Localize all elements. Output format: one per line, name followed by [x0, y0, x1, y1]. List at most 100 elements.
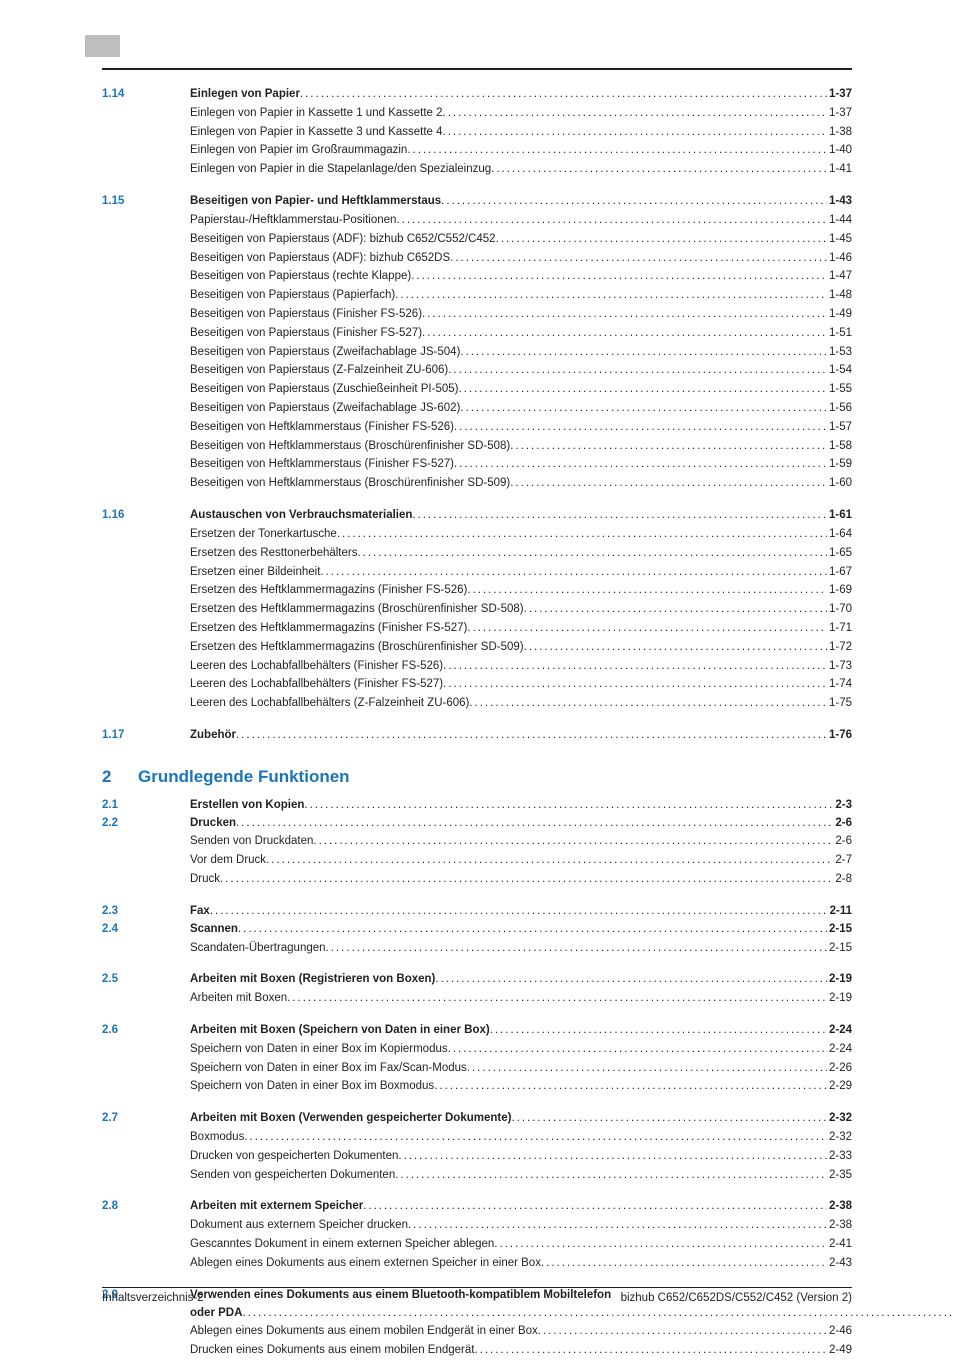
toc-title: Vor dem Druck — [190, 852, 266, 870]
toc-leader: ........................................… — [244, 1129, 827, 1147]
toc-page: 1-72 — [827, 639, 852, 657]
toc-title: Ablegen eines Dokuments aus einem extern… — [190, 1255, 541, 1273]
toc-leader: ........................................… — [510, 438, 827, 456]
toc-title: Beseitigen von Heftklammerstaus (Finishe… — [190, 456, 454, 474]
toc-page: 2-38 — [827, 1198, 852, 1216]
toc-page: 1-65 — [827, 545, 852, 563]
toc-title: Leeren des Lochabfallbehälters (Z-Falzei… — [190, 695, 469, 713]
toc-page: 1-67 — [827, 564, 852, 582]
toc-page: 2-15 — [827, 921, 852, 939]
toc-title: Beseitigen von Papier- und Heftklammerst… — [190, 193, 441, 211]
toc-page: 1-49 — [827, 306, 852, 324]
toc-leader: ........................................… — [524, 639, 827, 657]
toc-leader: ........................................… — [491, 161, 827, 179]
toc-title: Drucken von gespeicherten Dokumenten — [190, 1148, 398, 1166]
toc-leader: ........................................… — [357, 545, 826, 563]
toc-number: 2.2 — [102, 815, 190, 833]
toc-leader: ........................................… — [313, 833, 833, 851]
toc-title: Boxmodus — [190, 1129, 244, 1147]
toc-leader: ........................................… — [511, 1110, 827, 1128]
toc-leader: ........................................… — [287, 990, 827, 1008]
toc-title: Scannen — [190, 921, 238, 939]
toc-leader: ........................................… — [395, 1167, 827, 1185]
toc-page: 2-35 — [827, 1167, 852, 1185]
toc-title: Leeren des Lochabfallbehälters (Finisher… — [190, 658, 443, 676]
toc-number: 2.8 — [102, 1198, 190, 1216]
toc-page: 1-47 — [827, 268, 852, 286]
toc-title: Einlegen von Papier in Kassette 3 und Ka… — [190, 124, 443, 142]
toc-section: 1.16Austauschen von Verbrauchsmaterialie… — [102, 507, 852, 713]
toc-page: 2-32 — [827, 1129, 852, 1147]
toc-leader: ........................................… — [448, 1041, 827, 1059]
toc-title: Beseitigen von Papierstaus (Zweifachabla… — [190, 400, 460, 418]
toc-leader: ........................................… — [469, 695, 827, 713]
toc-number: 1.17 — [102, 727, 190, 745]
toc-leader: ........................................… — [458, 381, 826, 399]
toc-title: Austauschen von Verbrauchsmaterialien — [190, 507, 412, 525]
toc-title: Beseitigen von Papierstaus (Zuschießeinh… — [190, 381, 458, 399]
toc-page: 2-24 — [827, 1022, 852, 1040]
toc-leader: ........................................… — [538, 1323, 827, 1341]
toc-title: Drucken — [190, 815, 236, 833]
toc-page: 1-40 — [827, 142, 852, 160]
toc-page: 2-24 — [827, 1041, 852, 1059]
toc-leader: ........................................… — [326, 940, 827, 958]
toc-leader: ........................................… — [443, 658, 827, 676]
toc-leader: ........................................… — [443, 124, 827, 142]
chapter-heading: 2Grundlegende Funktionen — [102, 767, 852, 787]
toc-leader: ........................................… — [460, 400, 827, 418]
toc-title: Ersetzen des Heftklammermagazins (Finish… — [190, 620, 467, 638]
toc-leader: ........................................… — [450, 250, 827, 268]
toc-leader: ........................................… — [496, 231, 827, 249]
toc-leader: ........................................… — [443, 676, 827, 694]
toc-number: 2.5 — [102, 971, 190, 989]
toc-number: 1.16 — [102, 507, 190, 525]
toc-number: 2.1 — [102, 797, 190, 815]
toc-title: Beseitigen von Papierstaus (Finisher FS-… — [190, 306, 422, 324]
toc-number: 2.3 — [102, 903, 190, 921]
toc-leader: ........................................… — [236, 815, 833, 833]
toc-page: 1-48 — [827, 287, 852, 305]
toc-title: Ersetzen des Resttonerbehälters — [190, 545, 357, 563]
toc-leader: ........................................… — [422, 306, 827, 324]
toc-title: Leeren des Lochabfallbehälters (Finisher… — [190, 676, 443, 694]
toc-title: Arbeiten mit Boxen (Speichern von Daten … — [190, 1022, 490, 1040]
toc-number: 2.7 — [102, 1110, 190, 1128]
toc-page: 2-33 — [827, 1148, 852, 1166]
toc-page: 1-51 — [827, 325, 852, 343]
toc-title-cont: oder PDA — [190, 1305, 242, 1323]
toc-page: 2-8 — [833, 871, 852, 889]
toc-page: 1-70 — [827, 601, 852, 619]
toc-title: Arbeiten mit Boxen — [190, 990, 287, 1008]
toc-page: 1-64 — [827, 526, 852, 544]
toc-title: Scandaten-Übertragungen — [190, 940, 326, 958]
toc-title: Beseitigen von Papierstaus (Z-Falzeinhei… — [190, 362, 448, 380]
toc-title: Einlegen von Papier im Großraummagazin — [190, 142, 407, 160]
toc-number: 1.15 — [102, 193, 190, 211]
toc-page: 2-41 — [827, 1236, 852, 1254]
toc-leader: ........................................… — [467, 1060, 827, 1078]
toc-title: Arbeiten mit Boxen (Verwenden gespeicher… — [190, 1110, 511, 1128]
toc-page: 2-3 — [833, 797, 852, 815]
toc-page: 1-76 — [827, 727, 852, 745]
toc-title: Einlegen von Papier in Kassette 1 und Ka… — [190, 105, 443, 123]
toc-section: 2.5Arbeiten mit Boxen (Registrieren von … — [102, 971, 852, 1008]
toc-title: Einlegen von Papier — [190, 86, 300, 104]
toc-section: 2.1Erstellen von Kopien.................… — [102, 797, 852, 815]
toc-leader: ........................................… — [474, 1342, 827, 1360]
toc-section: 2.4Scannen..............................… — [102, 921, 852, 958]
header-rule — [102, 68, 852, 70]
toc-leader: ........................................… — [266, 852, 833, 870]
toc-leader: ........................................… — [238, 921, 827, 939]
toc-page: 1-53 — [827, 344, 852, 362]
toc-page: 2-19 — [827, 971, 852, 989]
toc-page: 2-32 — [827, 1110, 852, 1128]
toc-leader: ........................................… — [396, 212, 827, 230]
toc-title: Beseitigen von Papierstaus (rechte Klapp… — [190, 268, 411, 286]
toc-number: 1.14 — [102, 86, 190, 104]
toc-page: 1-46 — [827, 250, 852, 268]
toc-title: Einlegen von Papier in die Stapelanlage/… — [190, 161, 491, 179]
toc-title: Beseitigen von Heftklammerstaus (Broschü… — [190, 438, 510, 456]
toc-leader: ........................................… — [467, 620, 827, 638]
toc-title: Senden von Druckdaten — [190, 833, 313, 851]
